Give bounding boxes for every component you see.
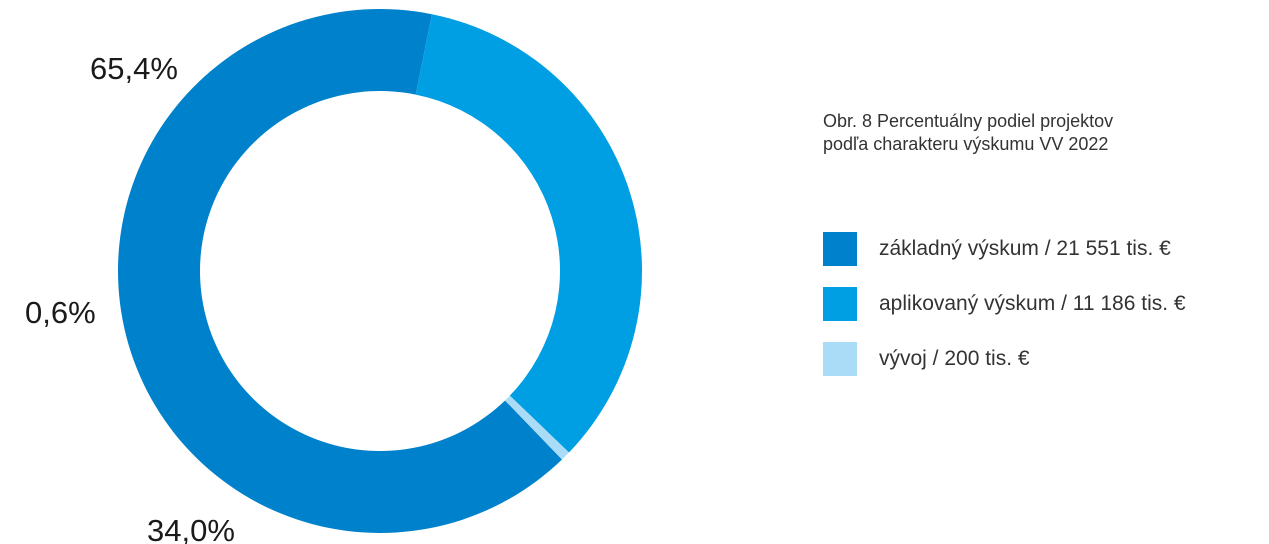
chart-caption: Obr. 8 Percentuálny podiel projektov pod… [823,110,1263,156]
donut-slices [118,8,642,533]
legend-item-aplikovany: aplikovaný výskum / 11 186 tis. € [823,286,1186,321]
legend-label-vyvoj: vývoj / 200 tis. € [879,346,1030,370]
slice-label-aplikovany: 34,0% [147,513,235,544]
legend-label-zakladny: základný výskum / 21 551 tis. € [879,236,1171,260]
slice-vyvoj [505,395,569,460]
chart-legend: základný výskum / 21 551 tis. € aplikova… [823,231,1186,396]
legend-swatch-aplikovany [823,286,857,321]
slice-label-vyvoj: 0,6% [25,295,96,330]
slice-aplikovany [415,14,642,453]
donut-chart: 65,4% 34,0% 0,6% [25,8,642,544]
legend-item-zakladny: základný výskum / 21 551 tis. € [823,231,1186,266]
legend-swatch-zakladny [823,231,857,266]
legend-item-vyvoj: vývoj / 200 tis. € [823,341,1186,376]
legend-label-aplikovany: aplikovaný výskum / 11 186 tis. € [879,291,1186,315]
legend-swatch-vyvoj [823,341,857,376]
caption-line-2: podľa charakteru výskumu VV 2022 [823,134,1109,154]
slice-labels: 65,4% 34,0% 0,6% [25,51,235,544]
slice-zakladny [118,8,563,533]
caption-line-1: Obr. 8 Percentuálny podiel projektov [823,111,1114,131]
slice-label-zakladny: 65,4% [90,51,178,86]
